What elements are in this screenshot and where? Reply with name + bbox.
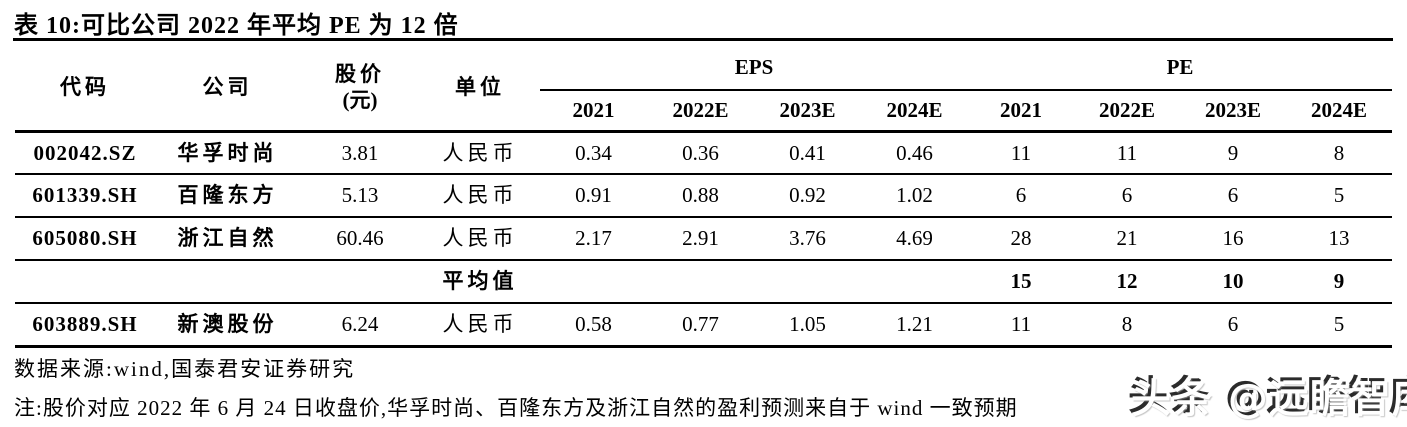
table-row-company: 605080.SH 浙江自然 60.46 人民币 2.17 2.91 3.76 … bbox=[15, 217, 1393, 261]
cell-eps: 0.36 bbox=[647, 131, 754, 175]
cell-eps: 1.21 bbox=[861, 303, 969, 348]
cell-pe: 6 bbox=[968, 174, 1075, 218]
cell-pe: 15 bbox=[968, 260, 1075, 304]
comparable-companies-table: 代码 公司 股价 (元) 单位 EPS PE 2021 2022E 2023E … bbox=[15, 45, 1393, 348]
cell-pe: 6 bbox=[1180, 174, 1287, 218]
cell-unit: 人民币 bbox=[420, 131, 540, 175]
header-price: 股价 (元) bbox=[300, 45, 420, 133]
cell-price: 6.24 bbox=[300, 303, 420, 348]
cell-price: 60.46 bbox=[300, 217, 420, 261]
cell-eps: 0.88 bbox=[647, 174, 754, 218]
cell-company: 浙江自然 bbox=[155, 217, 300, 261]
table-row-average: 平均值 15 12 10 9 bbox=[15, 260, 1393, 304]
cell-eps: 0.41 bbox=[754, 131, 861, 175]
cell-eps bbox=[861, 260, 969, 304]
cell-eps: 0.46 bbox=[861, 131, 969, 175]
cell-pe: 8 bbox=[1286, 131, 1393, 175]
cell-price: 3.81 bbox=[300, 131, 420, 175]
cell-unit: 人民币 bbox=[420, 303, 540, 348]
cell-pe: 12 bbox=[1074, 260, 1181, 304]
header-pe-year: 2023E bbox=[1180, 90, 1287, 133]
cell-eps: 0.34 bbox=[540, 131, 647, 175]
cell-pe: 11 bbox=[1074, 131, 1181, 175]
cell-unit: 人民币 bbox=[420, 217, 540, 261]
header-eps-year: 2021 bbox=[540, 90, 647, 133]
cell-code bbox=[15, 260, 155, 304]
page-title: 表 10:可比公司 2022 年平均 PE 为 12 倍 bbox=[14, 13, 459, 39]
cell-pe: 11 bbox=[968, 131, 1075, 175]
cell-pe: 6 bbox=[1074, 174, 1181, 218]
cell-eps bbox=[754, 260, 861, 304]
cell-eps: 0.77 bbox=[647, 303, 754, 348]
title-divider bbox=[13, 38, 1393, 41]
header-eps-group: EPS bbox=[540, 45, 969, 91]
cell-code: 601339.SH bbox=[15, 174, 155, 218]
cell-pe: 16 bbox=[1180, 217, 1287, 261]
header-company: 公司 bbox=[155, 45, 300, 133]
header-unit: 单位 bbox=[420, 45, 540, 133]
cell-eps: 2.17 bbox=[540, 217, 647, 261]
cell-pe: 11 bbox=[968, 303, 1075, 348]
header-pe-year: 2024E bbox=[1286, 90, 1393, 133]
header-pe-group: PE bbox=[968, 45, 1393, 91]
table-row-company: 603889.SH 新澳股份 6.24 人民币 0.58 0.77 1.05 1… bbox=[15, 303, 1393, 348]
year-header-row: 2021 2022E 2023E 2024E 2021 2022E 2023E … bbox=[15, 90, 1393, 133]
header-code: 代码 bbox=[15, 45, 155, 133]
cell-pe: 5 bbox=[1286, 174, 1393, 218]
cell-pe: 9 bbox=[1286, 260, 1393, 304]
cell-eps bbox=[540, 260, 647, 304]
cell-eps: 2.91 bbox=[647, 217, 754, 261]
table-row-company: 002042.SZ 华孚时尚 3.81 人民币 0.34 0.36 0.41 0… bbox=[15, 131, 1393, 175]
cell-company bbox=[155, 260, 300, 304]
footnote-text: 注:股价对应 2022 年 6 月 24 日收盘价,华孚时尚、百隆东方及浙江自然… bbox=[14, 396, 1018, 420]
cell-eps: 0.58 bbox=[540, 303, 647, 348]
header-pe-year: 2021 bbox=[968, 90, 1075, 133]
cell-code: 605080.SH bbox=[15, 217, 155, 261]
cell-pe: 6 bbox=[1180, 303, 1287, 348]
header-eps-year: 2022E bbox=[647, 90, 754, 133]
cell-eps bbox=[647, 260, 754, 304]
cell-eps: 0.92 bbox=[754, 174, 861, 218]
header-eps-year: 2024E bbox=[861, 90, 969, 133]
cell-pe: 13 bbox=[1286, 217, 1393, 261]
cell-pe: 28 bbox=[968, 217, 1075, 261]
data-source-text: 数据来源:wind,国泰君安证券研究 bbox=[14, 357, 356, 381]
header-price-line2: (元) bbox=[342, 88, 378, 113]
cell-company: 华孚时尚 bbox=[155, 131, 300, 175]
cell-company: 百隆东方 bbox=[155, 174, 300, 218]
header-pe-year: 2022E bbox=[1074, 90, 1181, 133]
cell-unit: 人民币 bbox=[420, 174, 540, 218]
cell-eps: 4.69 bbox=[861, 217, 969, 261]
cell-eps: 3.76 bbox=[754, 217, 861, 261]
cell-pe: 10 bbox=[1180, 260, 1287, 304]
cell-pe: 21 bbox=[1074, 217, 1181, 261]
cell-price: 5.13 bbox=[300, 174, 420, 218]
cell-pe: 5 bbox=[1286, 303, 1393, 348]
watermark: 头条 @远瞻智库 bbox=[1128, 363, 1407, 424]
group-header-row: 代码 公司 股价 (元) 单位 EPS PE bbox=[15, 45, 1393, 133]
cell-code: 603889.SH bbox=[15, 303, 155, 348]
header-eps-year: 2023E bbox=[754, 90, 861, 133]
cell-eps: 1.02 bbox=[861, 174, 969, 218]
cell-pe: 8 bbox=[1074, 303, 1181, 348]
cell-pe: 9 bbox=[1180, 131, 1287, 175]
cell-eps: 0.91 bbox=[540, 174, 647, 218]
cell-code: 002042.SZ bbox=[15, 131, 155, 175]
cell-eps: 1.05 bbox=[754, 303, 861, 348]
header-price-line1: 股价 bbox=[335, 62, 385, 86]
cell-company: 新澳股份 bbox=[155, 303, 300, 348]
cell-price bbox=[300, 260, 420, 304]
average-label: 平均值 bbox=[420, 260, 540, 304]
table-row-company: 601339.SH 百隆东方 5.13 人民币 0.91 0.88 0.92 1… bbox=[15, 174, 1393, 218]
